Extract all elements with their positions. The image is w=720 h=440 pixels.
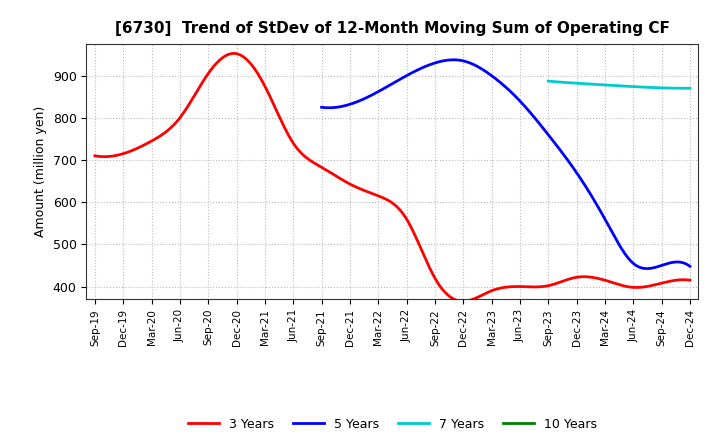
5 Years bbox=[685, 264, 694, 269]
3 Years bbox=[445, 293, 454, 299]
3 Years bbox=[456, 299, 465, 304]
5 Years bbox=[642, 266, 651, 271]
3 Years bbox=[596, 276, 605, 282]
Line: 5 Years: 5 Years bbox=[322, 60, 690, 268]
7 Years bbox=[544, 78, 552, 84]
3 Years bbox=[230, 51, 238, 56]
3 Years bbox=[447, 295, 456, 300]
Legend: 3 Years, 5 Years, 7 Years, 10 Years: 3 Years, 5 Years, 7 Years, 10 Years bbox=[183, 413, 602, 436]
7 Years bbox=[544, 78, 553, 84]
3 Years bbox=[685, 278, 694, 283]
5 Years bbox=[654, 264, 662, 269]
5 Years bbox=[536, 123, 545, 128]
7 Years bbox=[685, 86, 694, 91]
3 Years bbox=[93, 154, 102, 159]
3 Years bbox=[91, 153, 99, 158]
5 Years bbox=[544, 132, 552, 137]
5 Years bbox=[318, 105, 327, 110]
7 Years bbox=[672, 86, 681, 91]
7 Years bbox=[683, 86, 691, 91]
Title: [6730]  Trend of StDev of 12-Month Moving Sum of Operating CF: [6730] Trend of StDev of 12-Month Moving… bbox=[115, 21, 670, 36]
Line: 3 Years: 3 Years bbox=[95, 53, 690, 301]
3 Years bbox=[459, 299, 467, 304]
7 Years bbox=[631, 84, 639, 89]
3 Years bbox=[634, 285, 642, 290]
5 Years bbox=[318, 105, 326, 110]
5 Years bbox=[629, 261, 637, 266]
Line: 7 Years: 7 Years bbox=[548, 81, 690, 88]
5 Years bbox=[538, 124, 546, 129]
5 Years bbox=[449, 57, 458, 62]
7 Years bbox=[629, 84, 637, 89]
Y-axis label: Amount (million yen): Amount (million yen) bbox=[34, 106, 47, 237]
7 Years bbox=[663, 85, 672, 91]
7 Years bbox=[628, 84, 636, 89]
